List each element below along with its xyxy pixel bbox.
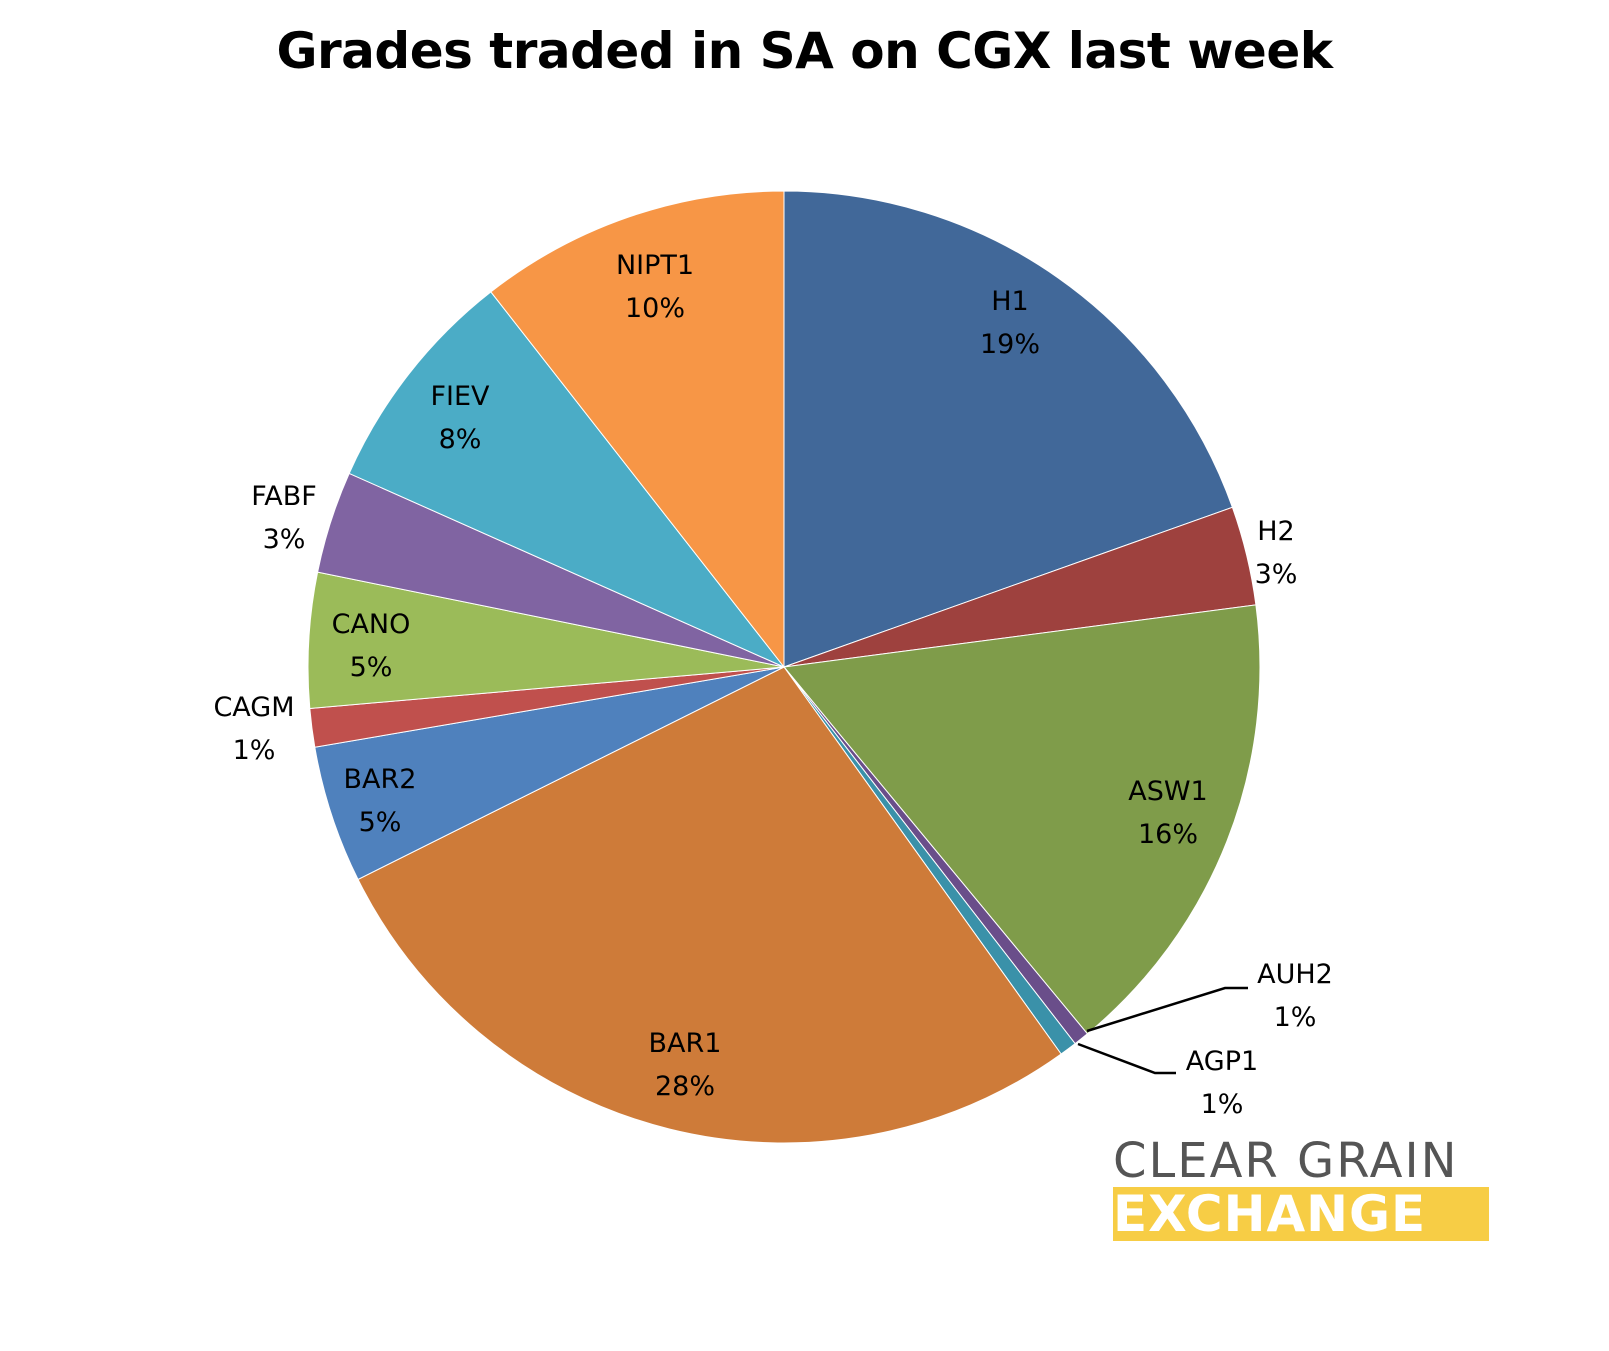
- pie-slices: [307, 190, 1261, 1144]
- chart-title: Grades traded in SA on CGX last week: [276, 22, 1333, 80]
- label-agp1: AGP1 1%: [1186, 1046, 1258, 1120]
- data-labels: H1 19% H2 3% ASW1 16% AUH2 1% AGP1 1% BAR1 28% BAR2 5…: [213, 250, 1332, 1120]
- label-h2: H2 3%: [1255, 516, 1298, 590]
- logo-line1: CLEAR GRAIN: [1113, 1133, 1459, 1189]
- leader-line-agp1: [1077, 1042, 1176, 1075]
- slice-bar1: [357, 666, 1062, 1144]
- leader-lines: [1077, 986, 1248, 1075]
- slice-fiev: [348, 291, 785, 668]
- slice-asw1: [783, 604, 1261, 1035]
- clear-grain-exchange-logo: CLEAR GRAIN EXCHANGE: [1113, 1135, 1491, 1241]
- label-fabf: FABF 3%: [251, 481, 317, 555]
- slice-h1: [783, 190, 1234, 668]
- label-auh2: AUH2 1%: [1257, 959, 1333, 1033]
- slice-nipt1: [490, 190, 785, 669]
- label-asw1: ASW1 16%: [1128, 776, 1207, 850]
- label-bar2: BAR2 5%: [344, 764, 417, 838]
- leader-line-auh2: [1086, 986, 1248, 1033]
- label-cagm: CAGM 1%: [213, 692, 294, 766]
- label-h1: H1 19%: [980, 286, 1040, 360]
- label-fiev: FIEV 8%: [430, 381, 490, 455]
- logo-line2: EXCHANGE: [1113, 1187, 1489, 1241]
- label-nipt1: NIPT1 10%: [616, 250, 694, 324]
- label-bar1: BAR1 28%: [649, 1028, 722, 1102]
- label-cano: CANO 5%: [332, 609, 411, 683]
